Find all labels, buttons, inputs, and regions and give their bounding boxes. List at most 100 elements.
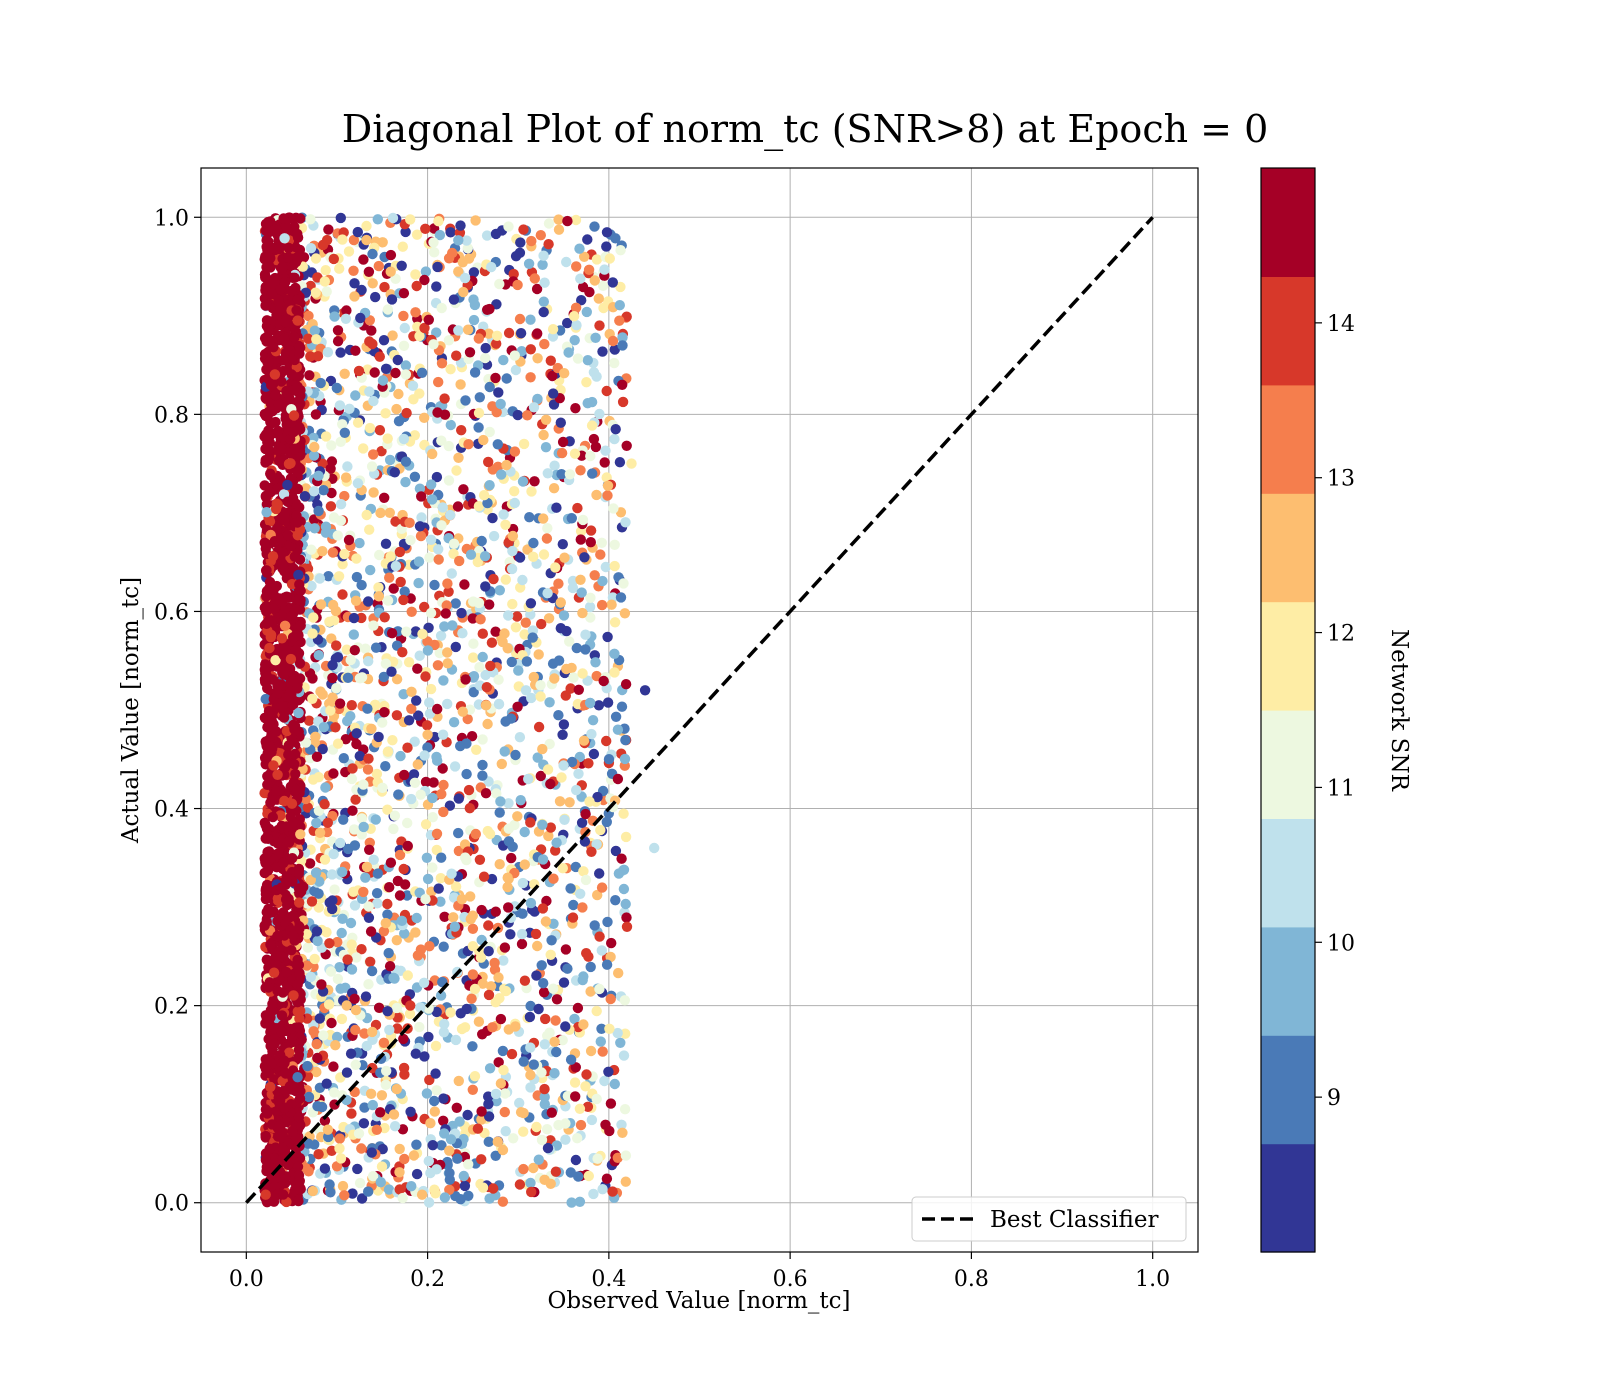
- scatter-point: [347, 1188, 358, 1199]
- scatter-point: [547, 370, 558, 382]
- scatter-point: [364, 315, 375, 326]
- scatter-point: [292, 253, 303, 265]
- scatter-point: [518, 224, 529, 235]
- scatter-point: [259, 537, 270, 548]
- scatter-point: [292, 467, 303, 478]
- scatter-point: [565, 883, 576, 894]
- scatter-point: [480, 700, 492, 711]
- scatter-point: [577, 668, 588, 679]
- scatter-point: [389, 467, 400, 478]
- scatter-point: [416, 1189, 428, 1200]
- scatter-point: [454, 1116, 465, 1127]
- scatter-point: [330, 722, 341, 733]
- scatter-point: [293, 594, 305, 605]
- scatter-point: [270, 655, 281, 666]
- scatter-point: [581, 1069, 592, 1080]
- scatter-point: [442, 647, 453, 658]
- scatter-point: [548, 388, 559, 399]
- scatter-point: [539, 1099, 550, 1110]
- scatter-point: [517, 908, 528, 919]
- scatter-point: [490, 1088, 502, 1100]
- scatter-point: [467, 613, 478, 624]
- scatter-point: [428, 339, 439, 350]
- scatter-point: [617, 1127, 628, 1139]
- scatter-point: [511, 611, 523, 622]
- scatter-point: [345, 654, 356, 666]
- y-tick-label: 0.8: [154, 403, 189, 428]
- scatter-point: [310, 287, 321, 298]
- scatter-point: [586, 846, 597, 857]
- scatter-point: [272, 985, 283, 996]
- scatter-point: [435, 896, 446, 907]
- scatter-point: [562, 215, 573, 227]
- scatter-point: [362, 703, 373, 714]
- scatter-point: [260, 1154, 272, 1166]
- scatter-point: [359, 1102, 370, 1113]
- scatter-point: [400, 360, 412, 371]
- scatter-point: [540, 916, 552, 927]
- scatter-point: [446, 868, 457, 879]
- scatter-point: [606, 937, 617, 949]
- scatter-point: [436, 358, 448, 369]
- scatter-point: [448, 912, 459, 923]
- scatter-point: [573, 768, 584, 779]
- scatter-point: [324, 616, 335, 627]
- scatter-point: [502, 881, 513, 893]
- scatter-point: [557, 539, 568, 550]
- scatter-point: [483, 1098, 494, 1110]
- scatter-point: [388, 1109, 400, 1120]
- scatter-point: [417, 628, 428, 640]
- scatter-point: [420, 894, 431, 905]
- scatter-point: [315, 599, 327, 610]
- scatter-point: [444, 800, 456, 811]
- scatter-point: [480, 581, 491, 592]
- scatter-point: [320, 431, 332, 442]
- scatter-point: [482, 497, 493, 509]
- scatter-point: [272, 687, 284, 699]
- scatter-point: [531, 1121, 542, 1133]
- scatter-point: [286, 945, 297, 956]
- scatter-point: [367, 1026, 378, 1038]
- scatter-point: [460, 395, 471, 406]
- scatter-point: [320, 782, 331, 793]
- scatter-point: [428, 237, 439, 248]
- scatter-point: [473, 1016, 485, 1027]
- scatter-point: [536, 618, 547, 630]
- scatter-point: [590, 332, 601, 343]
- scatter-point: [259, 920, 270, 931]
- scatter-point: [542, 523, 553, 534]
- scatter-point: [537, 903, 549, 914]
- scatter-point: [520, 617, 531, 628]
- scatter-point: [458, 286, 469, 298]
- scatter-point: [385, 266, 396, 277]
- scatter-point: [618, 808, 629, 819]
- scatter-point: [461, 235, 472, 246]
- scatter-point: [492, 1136, 503, 1147]
- scatter-point: [553, 224, 565, 235]
- scatter-point: [332, 936, 343, 948]
- scatter-point: [436, 788, 447, 800]
- scatter-point: [301, 929, 312, 940]
- scatter-point: [560, 690, 571, 701]
- scatter-point: [530, 928, 542, 940]
- scatter-point-outlier: [621, 921, 633, 932]
- scatter-point: [260, 1189, 271, 1200]
- scatter-point: [366, 965, 378, 977]
- scatter-point: [260, 410, 272, 422]
- scatter-point: [314, 573, 326, 584]
- scatter-point: [490, 228, 502, 240]
- scatter-point: [614, 315, 625, 326]
- scatter-point: [450, 641, 461, 653]
- scatter-point: [477, 978, 488, 989]
- scatter-point: [349, 645, 360, 656]
- scatter-point: [262, 833, 274, 844]
- scatter-point: [302, 802, 313, 813]
- scatter-point: [270, 389, 281, 401]
- scatter-point: [487, 512, 498, 524]
- scatter-point: [314, 1013, 325, 1024]
- scatter-point: [553, 710, 564, 721]
- scatter-point: [568, 311, 580, 322]
- scatter-point: [391, 674, 403, 685]
- scatter-point: [288, 385, 299, 396]
- scatter-point: [512, 811, 523, 822]
